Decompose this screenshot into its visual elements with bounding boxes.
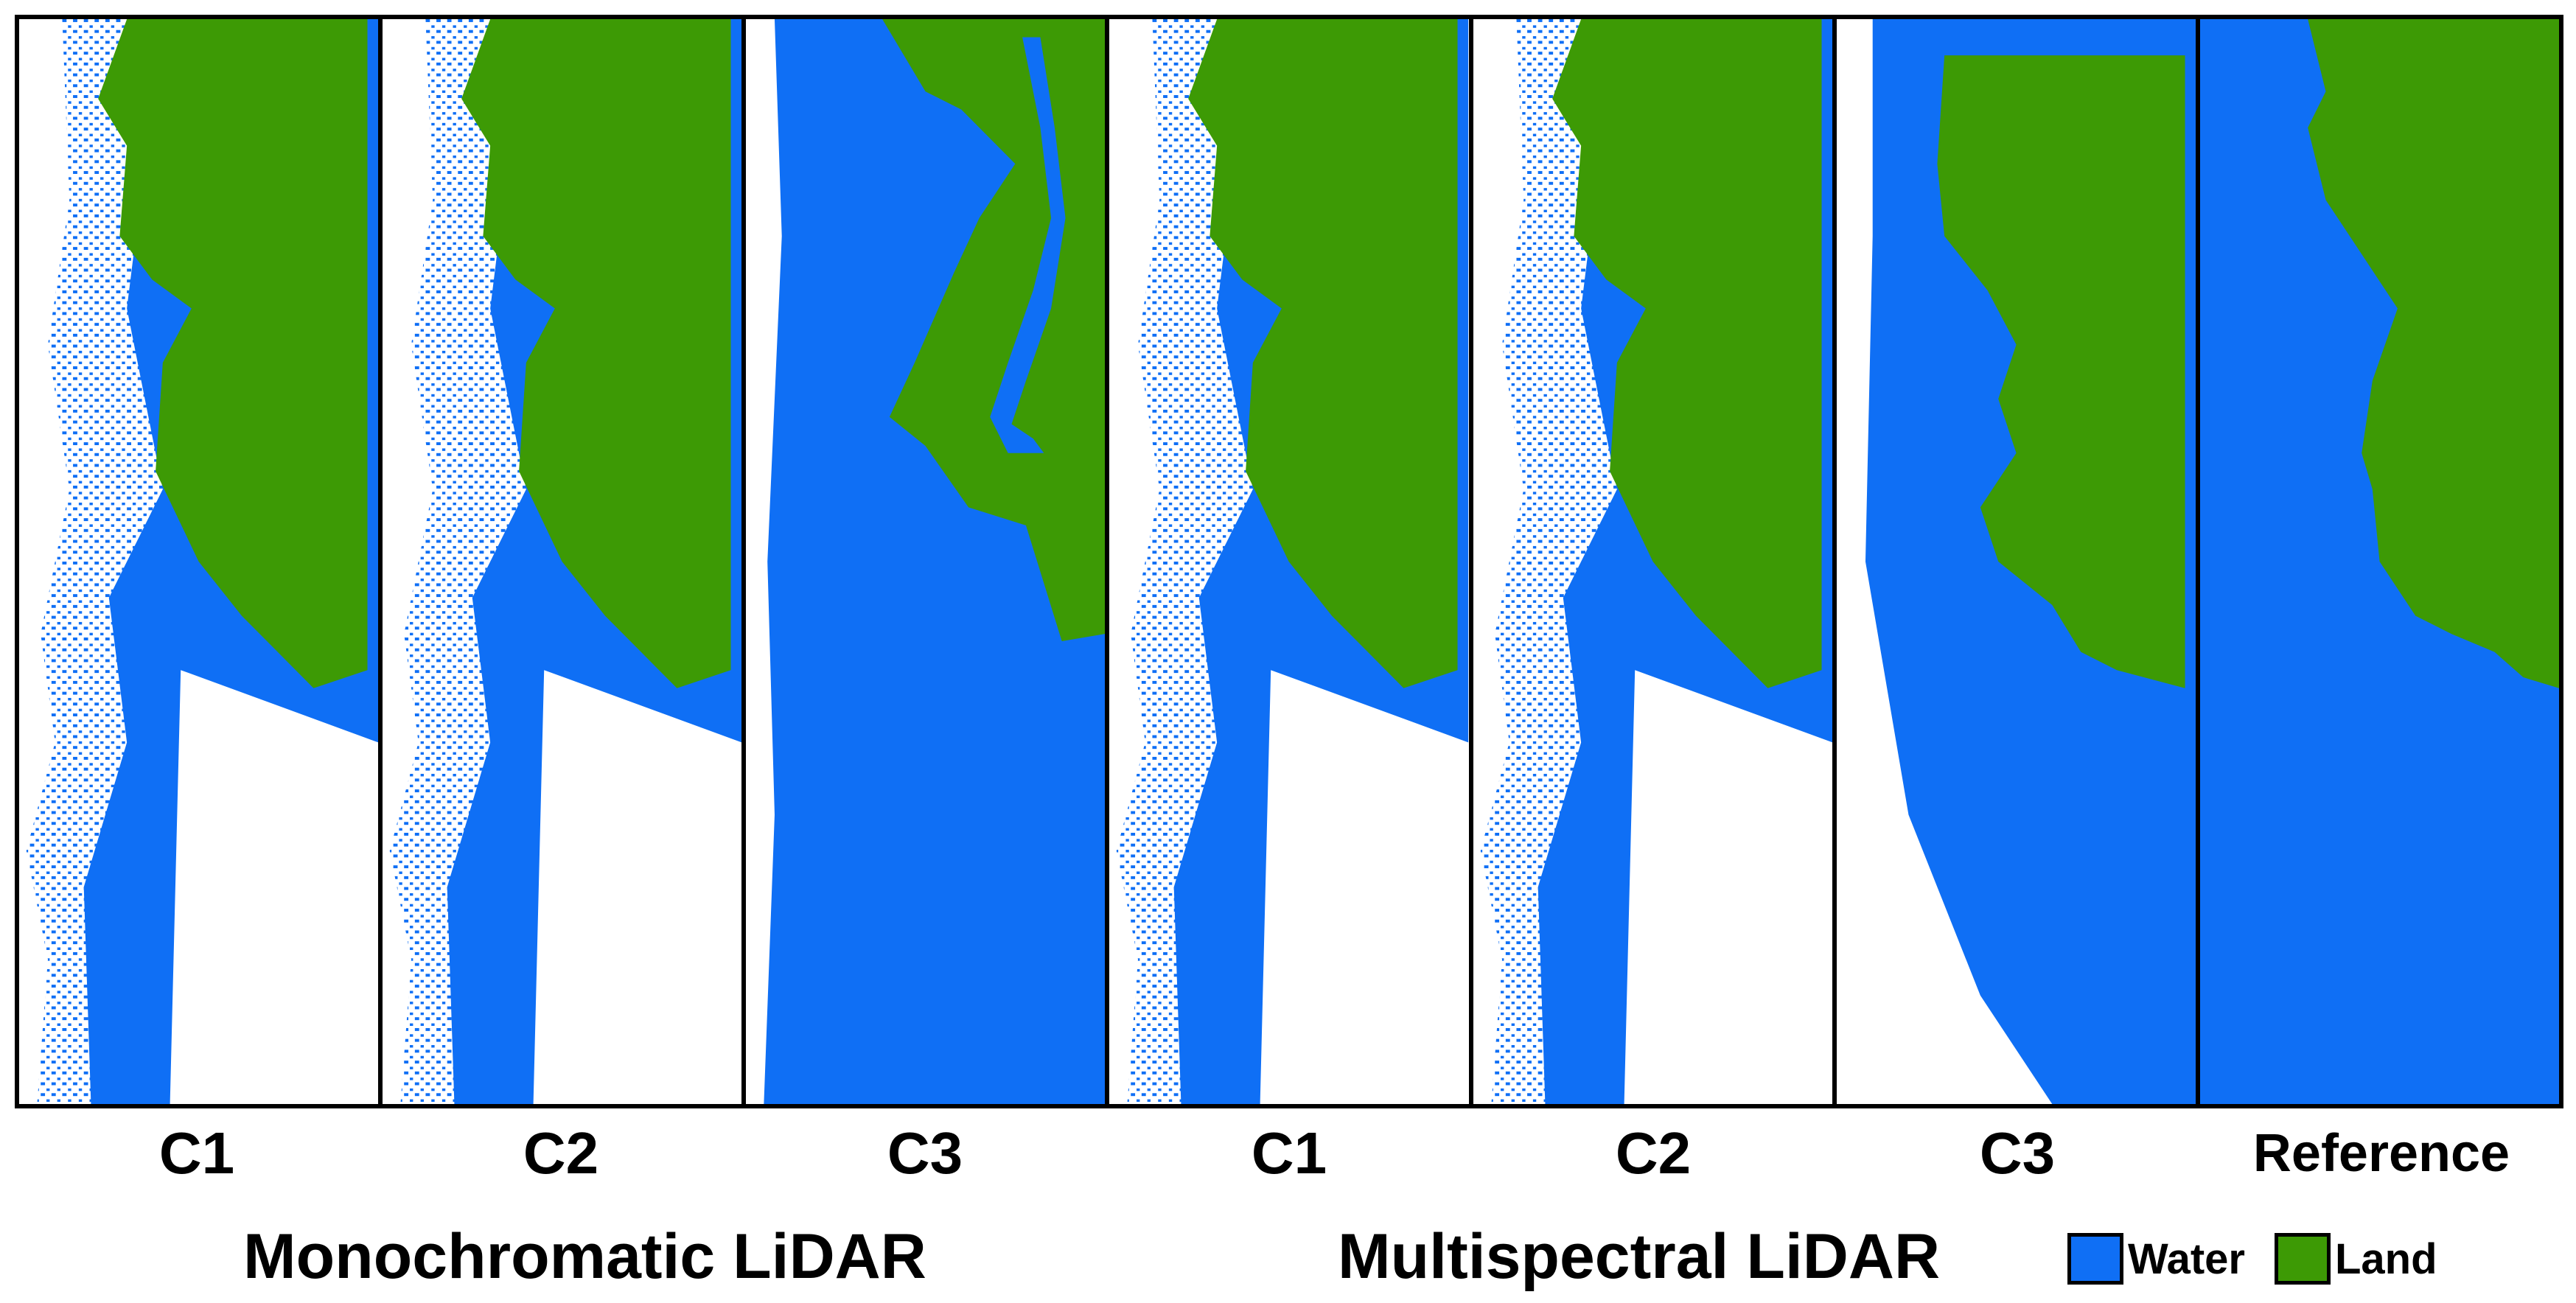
group-label-multi: Multispectral LiDAR bbox=[1338, 1221, 1941, 1292]
group-label-mono: Monochromatic LiDAR bbox=[243, 1221, 926, 1292]
panel-label-multi-c3: C3 bbox=[1979, 1120, 2056, 1186]
panel-mono-c2 bbox=[383, 19, 747, 1104]
legend: Water Land bbox=[2067, 1229, 2467, 1288]
map-multi-c1 bbox=[1117, 19, 1469, 1104]
panel-mono-c3 bbox=[746, 19, 1110, 1104]
map-multi-c3 bbox=[1865, 19, 2196, 1104]
panel-strip bbox=[15, 15, 2563, 1108]
panel-mono-c1 bbox=[19, 19, 383, 1104]
panel-multi-c2 bbox=[1473, 19, 1837, 1104]
panel-label-reference: Reference bbox=[2252, 1124, 2510, 1183]
legend-swatch-water bbox=[2067, 1233, 2123, 1285]
panel-label-mono-c3: C3 bbox=[887, 1120, 963, 1186]
panel-label-mono-c2: C2 bbox=[523, 1120, 599, 1186]
map-mono-c1 bbox=[26, 19, 379, 1104]
map-mono-c3 bbox=[764, 19, 1106, 1104]
panel-label-multi-c2: C2 bbox=[1615, 1120, 1692, 1186]
legend-label-water: Water bbox=[2128, 1234, 2245, 1283]
panel-label-multi-c1: C1 bbox=[1251, 1120, 1327, 1186]
legend-label-land: Land bbox=[2335, 1234, 2437, 1283]
map-reference bbox=[2199, 19, 2559, 1104]
map-multi-c2 bbox=[1480, 19, 1832, 1104]
panel-reference bbox=[2199, 19, 2559, 1104]
legend-swatch-land bbox=[2275, 1233, 2331, 1285]
panel-multi-c1 bbox=[1109, 19, 1473, 1104]
map-mono-c2 bbox=[389, 19, 742, 1104]
panel-label-mono-c1: C1 bbox=[158, 1120, 235, 1186]
panel-multi-c3 bbox=[1836, 19, 2200, 1104]
